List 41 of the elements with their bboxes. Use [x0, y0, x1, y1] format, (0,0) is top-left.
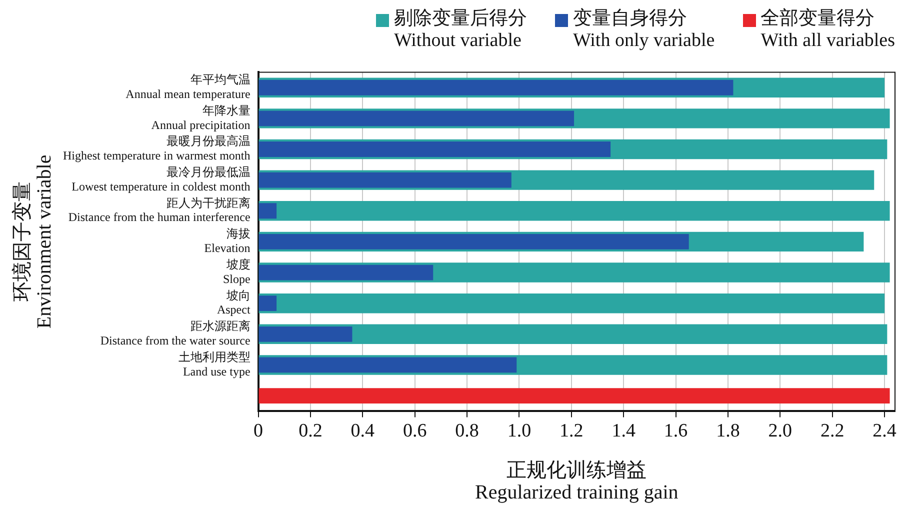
x-tick-label: 0.8 [455, 420, 479, 442]
x-tick-label: 1.0 [507, 420, 532, 442]
x-axis-title: 正规化训练增益 Regularized training gain [475, 459, 678, 504]
x-tick-label: 0.4 [350, 420, 376, 442]
bar [258, 293, 885, 314]
y-tick-label: 坡向 Aspect [216, 288, 251, 317]
x-tick-label: 1.4 [612, 420, 636, 442]
x-tick-label: 1.2 [560, 420, 584, 442]
bar [258, 326, 352, 342]
bar [258, 203, 277, 219]
legend-label: 全部变量得分 With all variables [760, 8, 895, 52]
bar [258, 234, 689, 250]
x-tick-label: 1.6 [664, 420, 688, 442]
bar [258, 357, 517, 373]
y-tick-label: 年降水量 Annual precipitation [151, 103, 250, 132]
bar [258, 142, 611, 157]
x-tick-label: 0.2 [298, 420, 322, 442]
y-tick-label: 土地利用类型 Land use type [178, 350, 250, 378]
y-tick-label: 最暖月份最高温 Highest temperature in warmest month [62, 134, 250, 163]
bar [258, 388, 890, 404]
bar [258, 264, 434, 280]
y-tick-label: 最冷月份最低温 Lowest temperature in coldest month [72, 165, 250, 194]
bar [258, 110, 574, 126]
x-tick-label: 0 [254, 420, 264, 442]
bar [258, 201, 890, 221]
bar [258, 80, 734, 96]
bar [258, 172, 512, 188]
y-tick-label: 距水源距离 Distance from the water source [100, 319, 250, 348]
x-tick-label: 2.0 [768, 420, 792, 442]
x-tick-label: 1.8 [716, 420, 740, 442]
y-tick-label: 年平均气温 Annual mean temperature [126, 72, 250, 101]
x-tick-label: 2.4 [872, 420, 897, 442]
y-axis-title: 环境因子变量 Environment variable [11, 154, 56, 329]
y-tick-label: 海拔 Elevation [204, 226, 250, 256]
bar [258, 296, 277, 312]
legend-label: 剔除变量后得分 Without variable [394, 8, 527, 52]
legend-label: 变量自身得分 With only variable [572, 8, 715, 52]
x-tick-label: 2.2 [820, 420, 844, 442]
y-tick-label: 距人为干扰距离 Distance from the human interference [68, 196, 250, 224]
x-tick-label: 0.6 [402, 420, 427, 442]
y-tick-label: 坡度 Slope [222, 257, 250, 286]
